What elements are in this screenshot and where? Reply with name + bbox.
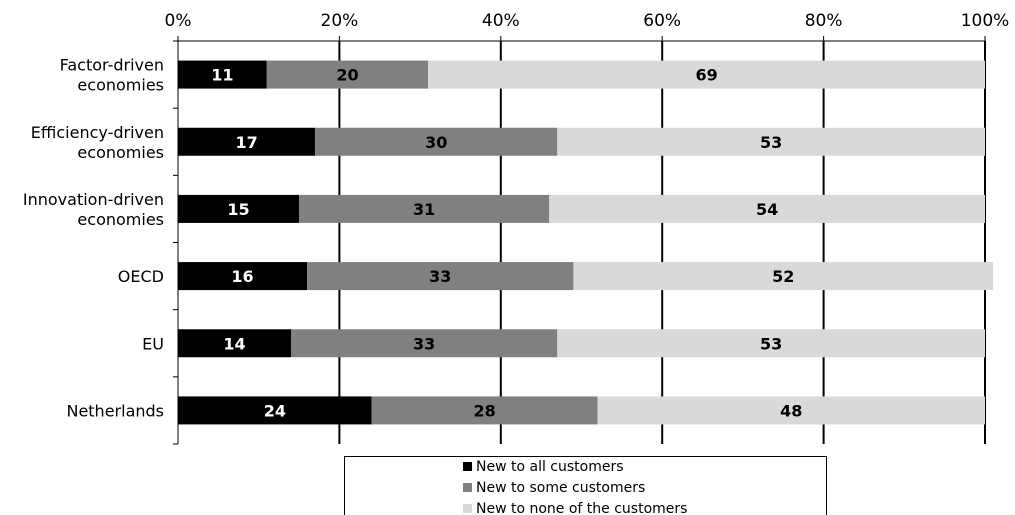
gridlines — [338, 41, 986, 444]
legend-swatch — [463, 483, 472, 492]
category-label: Efficiency-driven economies — [31, 123, 164, 162]
bar-value-label: 48 — [780, 401, 802, 420]
bar-value-label: 30 — [425, 133, 447, 152]
bar-segment — [178, 396, 372, 425]
x-tick-label: 20% — [321, 11, 359, 31]
bar-segment — [573, 262, 994, 291]
category-label: Netherlands — [66, 401, 164, 420]
bar-value-label: 54 — [756, 200, 778, 219]
bar-segment — [557, 329, 985, 358]
bar-value-label: 28 — [474, 401, 496, 420]
legend-swatch — [463, 504, 472, 513]
bar-segment — [266, 60, 429, 89]
bar-value-label: 20 — [336, 66, 358, 85]
bar-value-label: 14 — [223, 334, 245, 353]
category-label: Factor-driven economies — [60, 56, 164, 95]
x-tick-label: 0% — [165, 11, 192, 31]
bar-segment — [178, 262, 308, 291]
bar-value-label: 17 — [235, 133, 257, 152]
bar-segment — [371, 396, 598, 425]
bars: 11 20 69 17 30 53 15 31 54 16 33 52 14 33 53 24 28 48 — [178, 60, 994, 425]
bar-segment — [178, 127, 316, 156]
bar-segment — [428, 60, 985, 89]
legend-swatch — [463, 462, 472, 471]
legend: New to all customers New to some customer… — [344, 456, 827, 515]
bar-value-label: 53 — [760, 334, 782, 353]
y-axis-category-labels: Factor-driven economies Efficiency-driven e… — [23, 56, 164, 421]
bar-value-label: 53 — [760, 133, 782, 152]
category-label: Innovation-driven economies — [23, 190, 164, 229]
bar-value-label: 16 — [231, 267, 253, 286]
x-tick-label: 40% — [482, 11, 520, 31]
bar-value-label: 33 — [413, 334, 435, 353]
category-label: OECD — [118, 267, 164, 286]
bar-value-label: 15 — [227, 200, 249, 219]
bar-value-label: 11 — [211, 66, 233, 85]
bar-value-label: 24 — [264, 401, 286, 420]
x-axis-tick-labels: 0% 20% 40% 60% 80% 100% — [165, 11, 1010, 31]
bar-segment — [307, 262, 574, 291]
bar-value-label: 52 — [772, 267, 794, 286]
legend-label: New to none of the customers — [476, 501, 687, 515]
bar-segment — [315, 127, 558, 156]
bar-value-label: 31 — [413, 200, 435, 219]
axes — [173, 36, 986, 445]
bar-segment — [290, 329, 558, 358]
bar-segment — [557, 127, 985, 156]
bar-segment — [299, 194, 550, 223]
x-tick-label: 100% — [961, 11, 1010, 31]
legend-box — [344, 456, 827, 515]
x-tick-label: 80% — [805, 11, 843, 31]
bar-segment — [549, 194, 985, 223]
legend-label: New to all customers — [476, 459, 624, 475]
category-label: EU — [142, 334, 164, 353]
bar-value-label: 33 — [429, 267, 451, 286]
bar-segment — [178, 329, 291, 358]
bar-segment — [178, 60, 267, 89]
bar-value-label: 69 — [695, 66, 717, 85]
legend-label: New to some customers — [476, 480, 645, 496]
bar-segment — [597, 396, 985, 425]
x-tick-label: 60% — [643, 11, 681, 31]
bar-segment — [178, 194, 300, 223]
